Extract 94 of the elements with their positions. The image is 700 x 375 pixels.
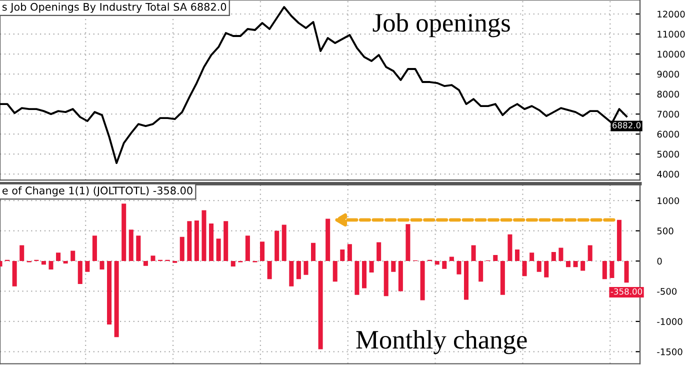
y-tick-label: -1000 [657,318,682,326]
y-tick-label: 4000 [657,170,680,178]
bar [318,261,323,350]
bar [544,261,549,278]
bar [500,261,505,295]
bar [530,252,534,262]
bar [202,210,206,262]
bar [180,236,184,262]
bar [70,250,76,262]
bar [514,250,520,262]
bar [478,261,484,282]
bar [143,261,148,266]
bar [610,261,614,278]
y-tick-label: 12000 [658,10,685,18]
bar [566,261,570,268]
bar [398,261,403,292]
bar [384,261,388,296]
bar [122,204,126,262]
bar [354,261,360,295]
bar [209,224,214,262]
bar [347,244,352,262]
bar [289,261,294,286]
bar [92,236,97,262]
bar [580,261,586,271]
bar [332,261,338,282]
bar [230,261,236,266]
bar [48,261,54,270]
data-label: -358.00 [610,288,642,295]
bar [471,245,476,262]
bar [493,254,498,262]
annotation: Job openings [372,13,510,38]
y-tick-label: 0 [657,258,662,265]
bar [311,242,316,262]
y-tick-label: 1000 [658,197,680,204]
y-tick-label: -1500 [657,348,682,356]
bar [508,234,512,262]
bar [274,230,280,262]
y-tick-label: 11000 [658,30,685,38]
bar [558,248,564,262]
bar [376,242,382,262]
bar [442,261,447,269]
bar [187,221,192,262]
bar [420,261,425,300]
bar [624,261,629,283]
bar [282,224,286,262]
bar [216,238,221,262]
chart-title: s Job Openings By Industry Total SA 6882.0 [2,2,226,13]
bar [536,261,542,272]
bar [41,261,46,265]
bar [136,236,141,262]
bar [150,256,156,262]
y-tick-label: 5000 [657,150,680,158]
bar [588,245,592,262]
bar [114,261,119,338]
bar [128,230,134,262]
bar [20,245,24,262]
bar [85,261,90,272]
bar [267,261,272,280]
bar [100,261,104,270]
bar [194,220,199,262]
bar [456,261,462,274]
bar [551,252,556,262]
y-tick-label: 9000 [657,70,680,78]
data-label: 6882.0 [612,122,641,128]
bar [78,261,82,284]
bar [406,224,410,262]
bar [434,261,440,265]
bar [369,261,374,273]
bar [602,261,607,280]
bar [391,261,396,272]
bar [522,261,527,276]
bar [616,220,622,262]
y-tick-label: 7000 [657,110,680,118]
bar [464,261,469,300]
bar [260,242,265,262]
y-tick-label: 10000 [658,50,685,58]
bar [362,261,367,288]
bar [56,252,61,262]
bar [107,261,112,324]
y-tick-label: 6000 [657,130,680,138]
bar [326,218,330,262]
bar [304,261,308,275]
annotation: Monthly change [356,330,527,354]
bar [296,261,301,280]
bar [449,256,454,262]
chart-title: e of Change 1(1) (JOLTTOTL) -358.00 [2,186,192,196]
y-tick-label: 500 [657,228,674,234]
bar [340,250,345,262]
bar [245,236,250,262]
bar [573,261,578,268]
y-tick-label: 8000 [657,90,680,98]
bar [12,261,17,286]
y-tick-label: -500 [657,288,677,295]
bar [224,221,228,262]
